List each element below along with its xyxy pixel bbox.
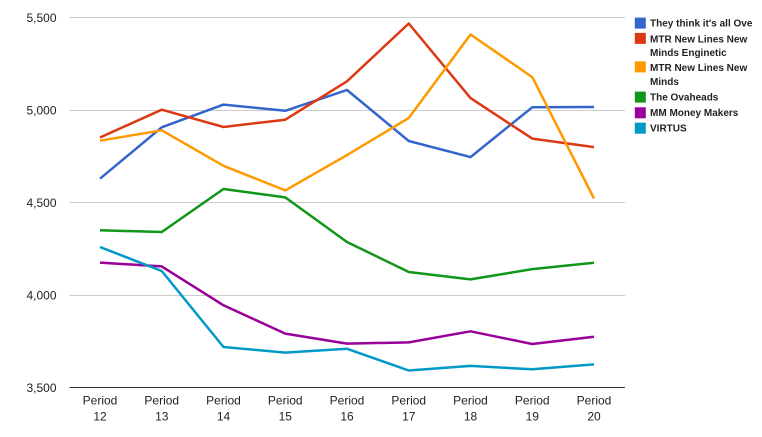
svg-text:14: 14 <box>217 409 231 423</box>
svg-text:Minds Enginetic: Minds Enginetic <box>650 48 727 59</box>
svg-text:Period: Period <box>515 394 550 408</box>
svg-text:13: 13 <box>155 409 169 423</box>
svg-text:MTR New Lines New: MTR New Lines New <box>650 34 747 45</box>
svg-text:Period: Period <box>577 394 612 408</box>
svg-text:4,500: 4,500 <box>26 196 56 210</box>
svg-text:16: 16 <box>340 409 354 423</box>
svg-text:Period: Period <box>144 394 179 408</box>
svg-text:Period: Period <box>83 394 118 408</box>
svg-text:3,500: 3,500 <box>26 381 56 395</box>
svg-text:They think it's all Ove: They think it's all Ove <box>650 19 753 30</box>
svg-text:MM Money Makers: MM Money Makers <box>650 108 739 119</box>
svg-text:Period: Period <box>206 394 241 408</box>
svg-text:17: 17 <box>402 409 416 423</box>
svg-text:15: 15 <box>279 409 293 423</box>
svg-text:Period: Period <box>330 394 365 408</box>
svg-text:5,500: 5,500 <box>26 11 56 25</box>
svg-text:20: 20 <box>587 409 601 423</box>
svg-text:Period: Period <box>268 394 303 408</box>
svg-text:18: 18 <box>464 409 478 423</box>
svg-text:12: 12 <box>93 409 107 423</box>
svg-text:5,000: 5,000 <box>26 103 56 117</box>
svg-text:19: 19 <box>526 409 540 423</box>
svg-text:VIRTUS: VIRTUS <box>650 124 687 135</box>
svg-text:Period: Period <box>391 394 426 408</box>
svg-text:The Ovaheads: The Ovaheads <box>650 92 719 103</box>
svg-text:Minds: Minds <box>650 77 679 88</box>
svg-text:4,000: 4,000 <box>26 288 56 302</box>
svg-text:Period: Period <box>453 394 488 408</box>
svg-text:MTR New Lines New: MTR New Lines New <box>650 63 747 74</box>
